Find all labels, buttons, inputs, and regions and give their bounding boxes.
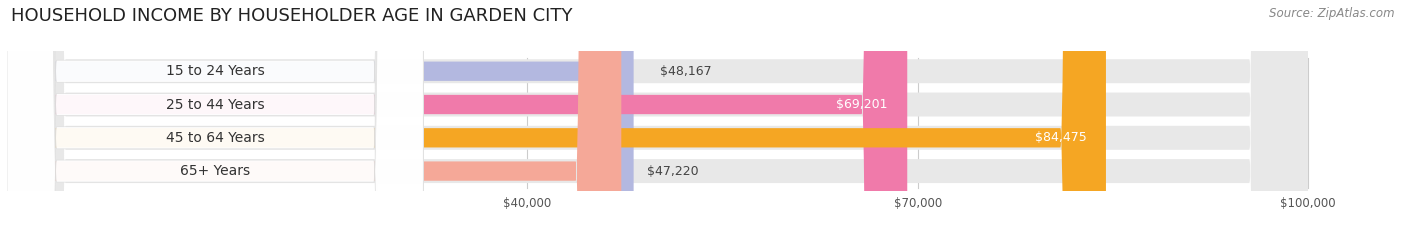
FancyBboxPatch shape [7, 0, 423, 233]
Text: $47,220: $47,220 [647, 164, 699, 178]
Text: $69,201: $69,201 [837, 98, 887, 111]
FancyBboxPatch shape [7, 0, 907, 233]
FancyBboxPatch shape [7, 0, 1308, 233]
FancyBboxPatch shape [7, 0, 621, 233]
FancyBboxPatch shape [7, 0, 1107, 233]
Text: $84,475: $84,475 [1035, 131, 1087, 144]
Text: 15 to 24 Years: 15 to 24 Years [166, 64, 264, 78]
FancyBboxPatch shape [7, 0, 423, 233]
FancyBboxPatch shape [7, 0, 1308, 233]
Text: HOUSEHOLD INCOME BY HOUSEHOLDER AGE IN GARDEN CITY: HOUSEHOLD INCOME BY HOUSEHOLDER AGE IN G… [11, 7, 572, 25]
FancyBboxPatch shape [7, 0, 423, 233]
Text: 65+ Years: 65+ Years [180, 164, 250, 178]
Text: $48,167: $48,167 [659, 65, 711, 78]
Text: Source: ZipAtlas.com: Source: ZipAtlas.com [1270, 7, 1395, 20]
FancyBboxPatch shape [7, 0, 634, 233]
Text: 45 to 64 Years: 45 to 64 Years [166, 131, 264, 145]
Text: 25 to 44 Years: 25 to 44 Years [166, 98, 264, 112]
FancyBboxPatch shape [7, 0, 1308, 233]
FancyBboxPatch shape [7, 0, 1308, 233]
FancyBboxPatch shape [7, 0, 423, 233]
